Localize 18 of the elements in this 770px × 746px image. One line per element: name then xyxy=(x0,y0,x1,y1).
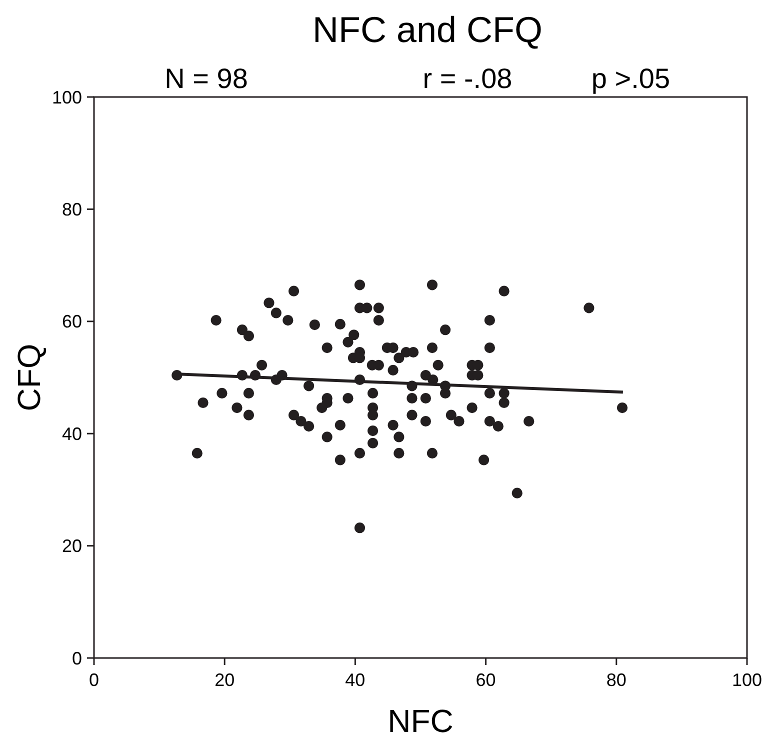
y-tick-label: 100 xyxy=(52,87,82,108)
text: p >.05 xyxy=(591,63,670,94)
y-tick-label: 0 xyxy=(72,648,82,668)
chart-title: NFC and CFQ xyxy=(312,9,543,50)
y-tick-label: 80 xyxy=(62,200,82,220)
x-axis-title: NFC xyxy=(388,703,454,739)
y-tick-label: 20 xyxy=(62,536,82,556)
x-tick-label: 20 xyxy=(214,670,235,690)
y-axis-title: CFQ xyxy=(11,344,47,412)
text: N = 98 xyxy=(164,63,248,94)
x-tick-label: 0 xyxy=(88,670,100,690)
y-tick-label: 40 xyxy=(62,424,82,444)
y-tick-label: 60 xyxy=(62,312,82,332)
x-tick-label: 40 xyxy=(345,670,366,690)
text: r = -.08 xyxy=(422,63,512,94)
x-tick-label: 100 xyxy=(732,670,762,690)
x-tick-label: 80 xyxy=(606,670,626,690)
x-tick-label: 60 xyxy=(476,670,496,690)
